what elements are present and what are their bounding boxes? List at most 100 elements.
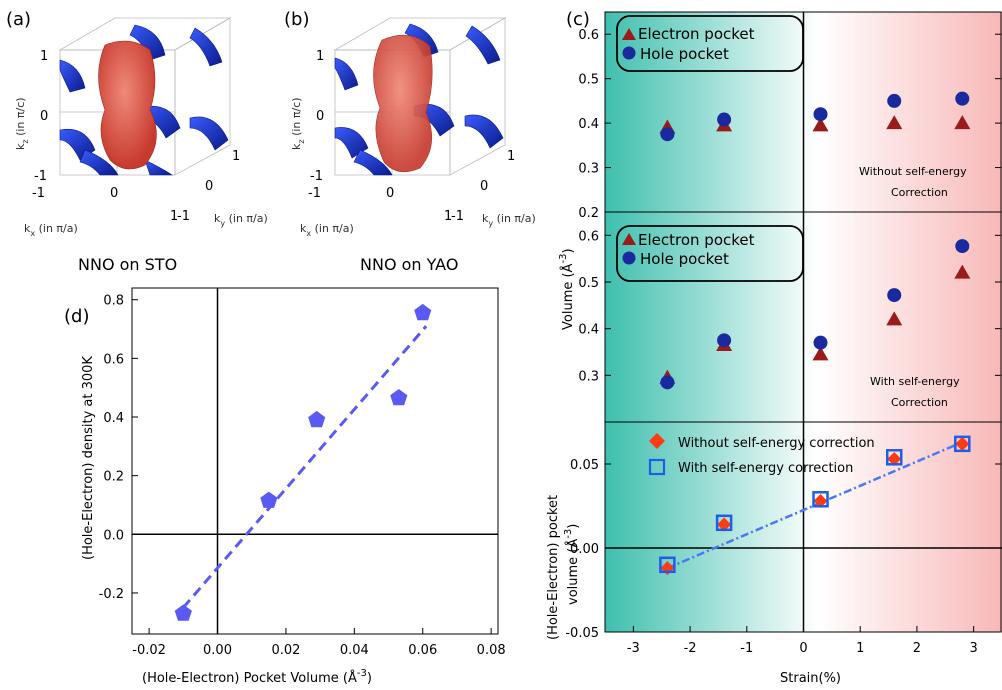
xtick-label: 0.04	[340, 643, 369, 658]
hole-pocket-point	[717, 112, 732, 127]
c-xlabel: Strain(%)	[780, 671, 841, 686]
xtick-label: -2	[684, 641, 697, 656]
plot-c-bot: -0.05 0.00 0.05 -3 -2 -1 0 1 2 3	[565, 421, 1002, 656]
hole-pocket-point	[955, 239, 970, 254]
electron-pocket-point	[954, 264, 971, 279]
hole-pocket-point	[813, 107, 828, 122]
xtick-label: -1	[740, 641, 753, 656]
without-correction-point	[955, 436, 970, 451]
d-xlabel: (Hole-Electron) Pocket Volume (Å-3)	[142, 668, 372, 686]
hole-pocket-point	[955, 91, 970, 106]
electron-pocket-point	[812, 117, 829, 132]
ytick-label: 0.0	[103, 528, 124, 543]
ytick-label: 0.6	[578, 229, 599, 244]
ytick-label: 0.4	[578, 323, 599, 338]
compressive-strain-region	[605, 12, 818, 632]
ytick-label: 0.3	[578, 369, 599, 384]
density-point	[414, 303, 432, 321]
caption-b: NNO on YAO	[360, 255, 458, 274]
electron-pocket-surface-b	[373, 34, 433, 173]
hole-pocket-point	[717, 333, 732, 348]
with-correction-point	[812, 491, 829, 508]
annotation-c-top-2: Correction	[891, 186, 948, 199]
plot-frame-d	[131, 287, 499, 635]
ztick-b-top: 1	[316, 49, 324, 64]
hole-pocket-point	[660, 127, 675, 142]
ztick-b-bot: -1	[310, 169, 323, 184]
legend-c-bot: Without self-energy correction With self…	[648, 433, 875, 476]
ytick-b-left: -1	[451, 209, 464, 224]
legend-c-mid: Electron pocket Hole pocket	[616, 225, 804, 282]
xtick-label: 0.08	[477, 643, 506, 658]
legend-electron-marker-mid	[622, 233, 636, 245]
xtick-label: -3	[627, 641, 640, 656]
panel-c: (c) 0.2 0.3 0.4 0.5 0.6 0.3 0.4 0.5 0.6 -0.05 0.…	[546, 9, 1002, 686]
legend-c-top-electron: Electron pocket	[638, 25, 755, 43]
legend-with-corr-marker	[648, 458, 666, 476]
xtick-label: 0.00	[203, 643, 232, 658]
ytick-label: 0.2	[578, 206, 599, 221]
panel-d: (d) -0.02 0.00 0.02 0.04 0.06 0.08 -0.2 0.0 0.2 0…	[64, 287, 506, 686]
electron-pocket-point	[886, 115, 903, 130]
kx-label-a: kx (in π/a)	[24, 222, 78, 238]
hole-pocket-point	[887, 288, 902, 303]
ytick-a-mid: 0	[205, 179, 213, 194]
kx-label-b: kx (in π/a)	[300, 222, 354, 238]
annotation-c-mid-2: Correction	[891, 396, 948, 409]
xtick-label: 0.02	[271, 643, 300, 658]
ytick-label: 0.4	[578, 117, 599, 132]
ytick-b-right: 1	[507, 149, 515, 164]
plot-c-top: 0.2 0.3 0.4 0.5 0.6	[578, 11, 1002, 221]
ytick-label: 0.00	[570, 542, 599, 557]
ytick-label: 0.5	[578, 73, 599, 88]
plot-d: -0.02 0.00 0.02 0.04 0.06 0.08 -0.2 0.0 0.2 0.4 0.…	[99, 287, 506, 658]
hole-pocket-point	[887, 93, 902, 108]
c-bot-ylabel-line1: (Hole-Electron) pocket	[546, 495, 561, 640]
panel-a: (a) 1 0 -1 -1 0 1 -1 0 1 kz (in π/	[6, 9, 268, 274]
density-point	[174, 604, 192, 621]
hole-pocket-point	[813, 335, 828, 350]
ytick-label: -0.2	[99, 587, 124, 602]
panel-c-letter: (c)	[566, 9, 590, 30]
ytick-label: 0.4	[103, 411, 124, 426]
legend-c-top: Electron pocket Hole pocket	[616, 15, 804, 72]
xtick-b-right: 1	[444, 209, 452, 224]
ytick-label: 0.05	[570, 458, 599, 473]
panel-b-letter: (b)	[284, 9, 309, 30]
panel-b: (b) 1 0 -1 -1 0 1 -1 0 1 kz (in π/c) kx …	[284, 9, 536, 274]
annotation-c-mid-1: With self-energy	[870, 375, 960, 388]
legend-hole-marker-mid	[622, 251, 636, 265]
hole-pocket-point	[660, 375, 675, 390]
without-correction-point	[813, 493, 828, 508]
ytick-a-right: 1	[232, 149, 240, 164]
legend-c-mid-hole: Hole pocket	[640, 250, 729, 268]
ytick-a-left: -1	[177, 209, 190, 224]
electron-pocket-point	[886, 311, 903, 326]
ytick-label: 0.5	[578, 276, 599, 291]
xtick-label: 2	[913, 641, 921, 656]
ytick-label: 0.2	[103, 470, 124, 485]
d-ylabel: (Hole-Electron) density at 300K	[81, 356, 96, 560]
legend-c-top-hole: Hole pocket	[640, 45, 729, 63]
xtick-label: 0	[799, 641, 807, 656]
caption-a: NNO on STO	[78, 255, 177, 274]
ytick-label: 0.6	[103, 352, 124, 367]
tensile-strain-region	[818, 12, 1002, 632]
ztick-a-mid: 0	[40, 109, 48, 124]
xtick-label: 3	[970, 641, 978, 656]
without-correction-point	[717, 517, 732, 532]
annotation-c-top-1: Without self-energy	[859, 165, 967, 178]
c-bot-ylabel-line2: volume (Å-3)	[563, 524, 581, 605]
c-shared-ylabel: Volume (Å-3)	[558, 248, 576, 330]
ytick-b-mid: 0	[480, 179, 488, 194]
density-point	[260, 491, 278, 508]
without-correction-point	[887, 451, 902, 466]
legend-without-corr-marker	[649, 433, 665, 449]
ytick-label: 0.6	[578, 28, 599, 43]
xtick-label: 0.06	[408, 643, 437, 658]
legend-c-bot-with: With self-energy correction	[678, 461, 853, 476]
xtick-label: -0.02	[132, 643, 166, 658]
panel-d-letter: (d)	[64, 306, 89, 327]
with-correction-point	[954, 435, 971, 453]
